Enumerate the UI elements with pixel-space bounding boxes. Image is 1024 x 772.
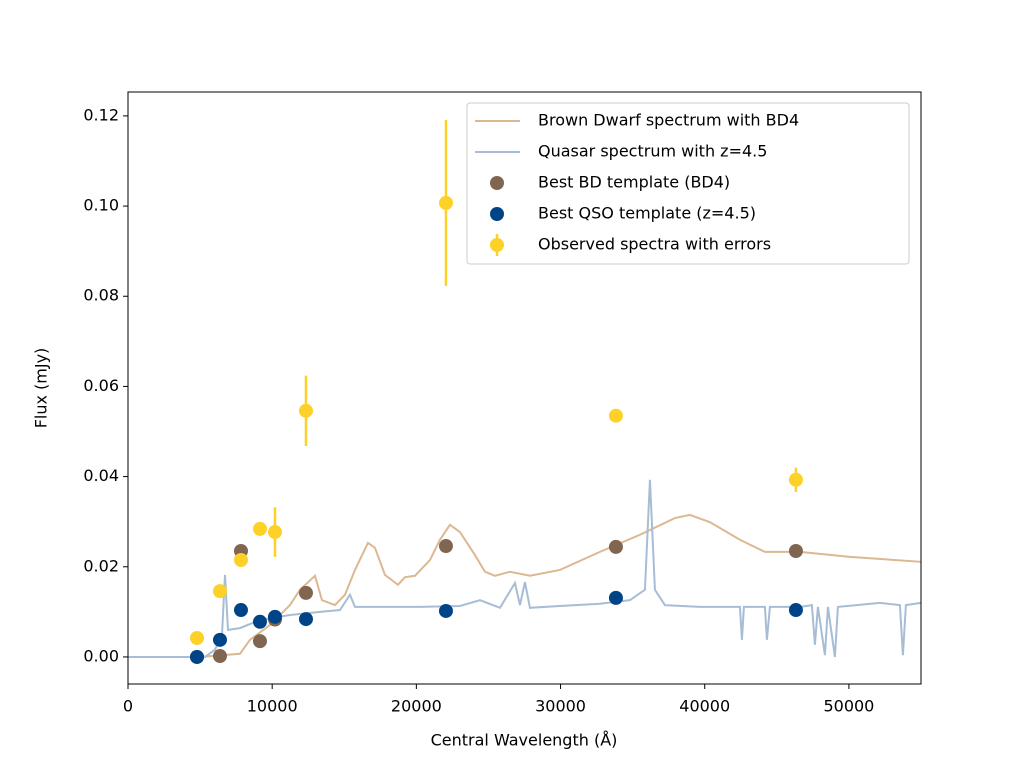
observed-point xyxy=(212,584,227,599)
legend-label: Brown Dwarf spectrum with BD4 xyxy=(538,111,799,130)
template-point xyxy=(233,603,248,618)
template-point xyxy=(608,539,623,554)
observed-point xyxy=(267,525,282,540)
plot-frame xyxy=(127,91,922,685)
observed-point xyxy=(788,472,803,487)
legend-swatch xyxy=(490,176,504,190)
x-tick-label: 10000 xyxy=(247,697,298,716)
y-tick-label: 0.10 xyxy=(83,196,119,215)
template-point xyxy=(189,649,204,664)
template-point xyxy=(298,612,313,627)
legend-swatch xyxy=(490,207,504,221)
spectrum-line xyxy=(128,479,921,658)
legend-label: Best BD template (BD4) xyxy=(538,173,730,192)
x-tick-label: 50000 xyxy=(823,697,874,716)
template-point xyxy=(212,649,227,664)
y-tick-label: 0.04 xyxy=(83,466,119,485)
observed-point xyxy=(233,553,248,568)
y-tick-label: 0.02 xyxy=(83,556,119,575)
template-point xyxy=(298,585,313,600)
observed-point xyxy=(252,521,267,536)
observed-point xyxy=(189,631,204,646)
observed-point xyxy=(438,195,453,210)
x-tick-label: 40000 xyxy=(679,697,730,716)
y-tick-label: 0.00 xyxy=(83,646,119,665)
template-point xyxy=(608,590,623,605)
y-tick-label: 0.12 xyxy=(83,105,119,124)
legend-label: Best QSO template (z=4.5) xyxy=(538,204,756,223)
legend-label: Quasar spectrum with z=4.5 xyxy=(538,142,767,161)
template-point xyxy=(438,603,453,618)
template-point xyxy=(788,543,803,558)
legend-label: Observed spectra with errors xyxy=(538,235,771,254)
x-tick-label: 20000 xyxy=(391,697,442,716)
template-point xyxy=(212,632,227,647)
template-point xyxy=(788,603,803,618)
template-point xyxy=(267,609,282,624)
observed-point xyxy=(298,403,313,418)
y-tick-label: 0.08 xyxy=(83,286,119,305)
x-tick-label: 30000 xyxy=(535,697,586,716)
y-tick-label: 0.06 xyxy=(83,376,119,395)
legend-box xyxy=(466,102,910,265)
y-axis-label: Flux (mJy) xyxy=(32,348,51,429)
x-tick-label: 0 xyxy=(123,697,133,716)
template-point xyxy=(252,634,267,649)
template-point xyxy=(252,614,267,629)
template-point xyxy=(438,539,453,554)
observed-point xyxy=(608,408,623,423)
plot-area xyxy=(128,119,921,664)
x-axis-label: Central Wavelength (Å) xyxy=(431,731,618,750)
legend-swatch xyxy=(490,238,504,252)
